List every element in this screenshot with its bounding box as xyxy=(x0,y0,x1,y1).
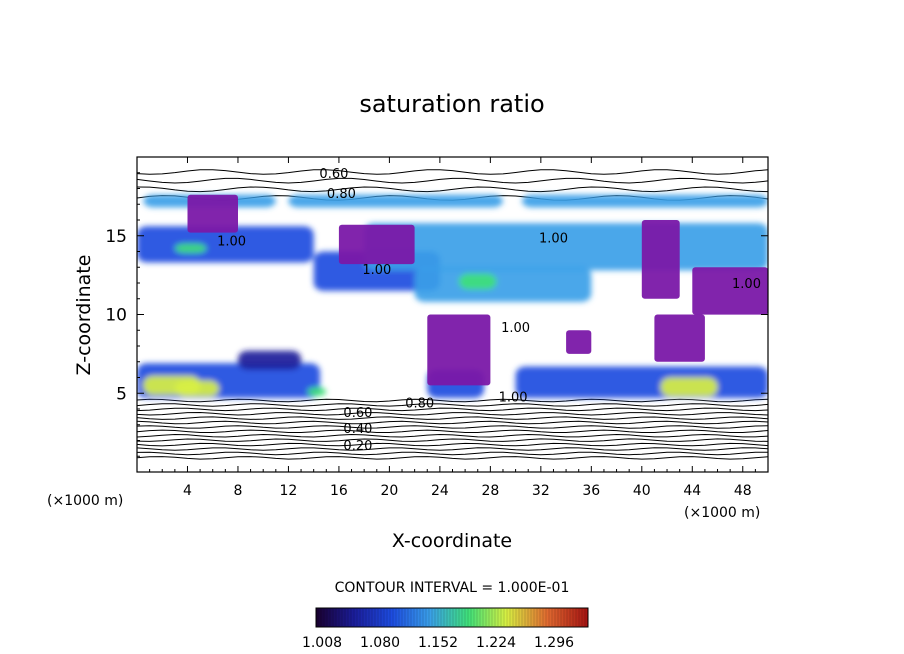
contour-labels: 0.600.801.001.001.001.001.001.000.600.40… xyxy=(217,167,761,454)
near-saturation-region xyxy=(427,314,491,386)
y-tick-label: 5 xyxy=(116,384,127,404)
y-tick-label: 10 xyxy=(105,306,127,326)
supersaturation-region xyxy=(174,380,220,397)
near-saturation-region xyxy=(654,314,705,362)
supersaturation-regions xyxy=(137,194,768,398)
near-saturation-region xyxy=(566,330,592,354)
x-tick-label: 40 xyxy=(633,483,651,499)
near-saturation-region xyxy=(187,194,238,233)
contour-line xyxy=(137,407,768,412)
colorbar xyxy=(315,607,589,628)
colorbar-tick-label: 1.296 xyxy=(534,635,574,651)
plot-area xyxy=(137,169,768,460)
x-axis-label: X-coordinate xyxy=(392,530,512,552)
contour-line xyxy=(137,411,768,416)
y-axis-label: Z-coordinate xyxy=(73,255,95,376)
supersaturation-region xyxy=(521,194,768,208)
supersaturation-region xyxy=(364,223,768,271)
contour-label: 1.00 xyxy=(539,231,568,246)
contour-label: 1.00 xyxy=(499,390,528,405)
contour-line xyxy=(137,420,768,425)
supersaturation-region xyxy=(238,350,302,370)
contour-interval-label: CONTOUR INTERVAL = 1.000E-01 xyxy=(335,580,570,596)
contour-line xyxy=(137,429,768,433)
contour-label: 1.00 xyxy=(732,277,761,292)
supersaturation-region xyxy=(515,366,768,398)
y-tick-label: 15 xyxy=(105,227,127,247)
contour-line xyxy=(137,451,768,456)
x-tick-label: 20 xyxy=(380,483,398,499)
contour-label: 0.40 xyxy=(343,422,372,437)
colorbar-tick-label: 1.080 xyxy=(360,635,400,651)
near-saturation-region xyxy=(338,224,415,265)
x-unit-right: (×1000 m) xyxy=(684,505,760,521)
y-axis-ticks: 5 10 15 xyxy=(105,172,768,457)
x-tick-label: 12 xyxy=(280,483,298,499)
contour-line xyxy=(137,169,768,175)
contour-line xyxy=(137,186,768,193)
x-tick-label: 48 xyxy=(734,483,752,499)
contour-label: 0.60 xyxy=(343,406,372,421)
contour-label: 0.80 xyxy=(327,187,356,202)
contour-label: 0.60 xyxy=(319,167,348,182)
supersaturation-region xyxy=(458,273,497,290)
colorbar-ticks: 1.008 1.080 1.152 1.224 1.296 xyxy=(302,635,574,651)
contour-line xyxy=(137,425,768,429)
near-saturation-region xyxy=(692,267,768,315)
supersaturation-region xyxy=(414,267,592,302)
contour-label: 1.00 xyxy=(501,321,530,336)
contour-line xyxy=(137,403,768,407)
x-tick-label: 32 xyxy=(532,483,550,499)
contour-label: 0.20 xyxy=(343,439,372,454)
x-tick-label: 36 xyxy=(582,483,600,499)
contour-label: 1.00 xyxy=(362,263,391,278)
x-tick-label: 28 xyxy=(481,483,499,499)
contour-label: 0.80 xyxy=(405,397,434,412)
supersaturation-region xyxy=(288,194,503,208)
x-tick-label: 8 xyxy=(233,483,242,499)
contour-label: 1.00 xyxy=(217,235,246,250)
colorbar-tick-label: 1.008 xyxy=(302,635,342,651)
near-saturation-regions xyxy=(187,194,768,386)
x-tick-label: 4 xyxy=(183,483,192,499)
x-axis-ticks: 4 8 12 16 20 24 28 32 36 40 44 48 xyxy=(149,157,756,499)
x-tick-label: 16 xyxy=(330,483,348,499)
contour-line xyxy=(137,456,768,460)
supersaturation-region xyxy=(660,377,718,397)
colorbar-tick-label: 1.224 xyxy=(476,635,516,651)
x-tick-label: 44 xyxy=(683,483,701,499)
contour-line xyxy=(137,433,768,438)
contour-line xyxy=(137,438,768,442)
supersaturation-region xyxy=(307,387,327,397)
supersaturation-region xyxy=(137,226,314,263)
supersaturation-region xyxy=(174,243,207,253)
colorbar-stripes xyxy=(317,609,586,626)
contour-line xyxy=(137,416,768,420)
x-unit-left: (×1000 m) xyxy=(47,493,123,509)
contour-lines xyxy=(137,169,768,460)
near-saturation-region xyxy=(641,220,680,299)
colorbar-tick-label: 1.152 xyxy=(418,635,458,651)
x-tick-label: 24 xyxy=(431,483,449,499)
contour-line xyxy=(137,447,768,451)
contour-line xyxy=(137,442,768,447)
chart-title: saturation ratio xyxy=(359,90,544,118)
contour-line xyxy=(137,177,768,184)
contour-line xyxy=(137,398,768,403)
